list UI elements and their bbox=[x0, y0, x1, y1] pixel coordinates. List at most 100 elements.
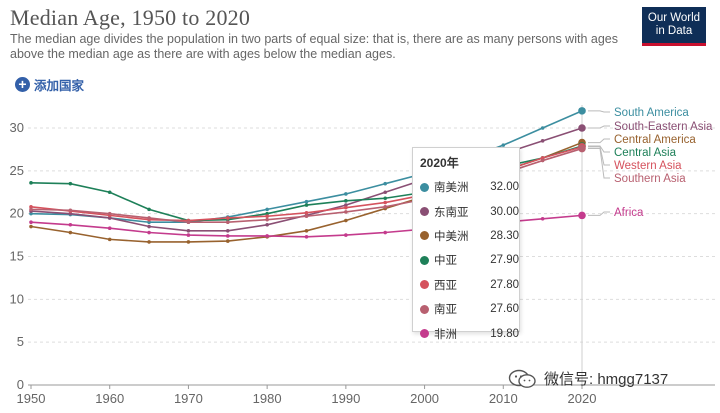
owid-logo[interactable]: Our World in Data bbox=[642, 7, 706, 46]
data-point[interactable] bbox=[344, 233, 348, 237]
data-point[interactable] bbox=[383, 230, 388, 235]
data-point[interactable] bbox=[265, 217, 269, 222]
tooltip-series-value: 32.00 bbox=[490, 181, 519, 194]
chart-subtitle: The median age divides the population in… bbox=[10, 32, 618, 61]
watermark-text: 微信号: hmgg7137 bbox=[544, 371, 669, 388]
data-point[interactable] bbox=[304, 211, 309, 215]
data-point[interactable] bbox=[383, 205, 388, 209]
series-end-label: Central America bbox=[614, 134, 696, 146]
data-point[interactable] bbox=[68, 181, 73, 186]
data-point[interactable] bbox=[304, 214, 309, 219]
x-tick-label: 2010 bbox=[489, 391, 518, 406]
data-point[interactable] bbox=[344, 205, 348, 210]
label-connector bbox=[588, 125, 610, 129]
tooltip-series-value: 28.30 bbox=[490, 229, 519, 242]
data-point[interactable] bbox=[265, 223, 269, 227]
data-point[interactable] bbox=[68, 208, 73, 213]
data-point[interactable] bbox=[383, 190, 388, 195]
data-point[interactable] bbox=[344, 203, 348, 207]
data-point[interactable] bbox=[540, 139, 545, 143]
data-point[interactable] bbox=[265, 207, 269, 212]
data-point[interactable] bbox=[29, 224, 33, 229]
tooltip-series-name: 中亚 bbox=[434, 255, 457, 268]
data-point[interactable] bbox=[383, 196, 388, 201]
data-point[interactable] bbox=[225, 229, 230, 233]
data-point[interactable] bbox=[29, 181, 33, 185]
data-point[interactable] bbox=[304, 229, 309, 233]
data-point[interactable] bbox=[501, 143, 506, 147]
x-tick-label: 1950 bbox=[17, 391, 46, 406]
data-point[interactable] bbox=[225, 216, 230, 220]
data-point[interactable] bbox=[68, 223, 73, 227]
data-point[interactable] bbox=[265, 211, 269, 216]
legend-dot-icon bbox=[420, 182, 429, 192]
data-point[interactable] bbox=[186, 229, 191, 233]
data-point[interactable] bbox=[147, 230, 151, 235]
data-point[interactable] bbox=[186, 233, 191, 237]
data-point[interactable] bbox=[68, 211, 73, 216]
tooltip-series-name: 南亚 bbox=[434, 304, 457, 317]
data-point[interactable] bbox=[225, 239, 230, 243]
data-point[interactable] bbox=[147, 216, 151, 220]
data-point[interactable] bbox=[578, 107, 586, 115]
data-point[interactable] bbox=[225, 234, 230, 238]
data-point[interactable] bbox=[578, 211, 586, 220]
data-point[interactable] bbox=[344, 192, 348, 196]
data-point[interactable] bbox=[107, 237, 112, 242]
data-point[interactable] bbox=[265, 214, 269, 219]
data-point[interactable] bbox=[29, 205, 33, 209]
label-connector bbox=[588, 138, 610, 144]
data-point[interactable] bbox=[147, 224, 151, 229]
data-point[interactable] bbox=[540, 217, 545, 221]
tooltip-row: 南亚 27.60 bbox=[413, 297, 519, 321]
data-point[interactable] bbox=[540, 158, 545, 163]
data-point[interactable] bbox=[540, 156, 545, 160]
data-point[interactable] bbox=[344, 199, 348, 203]
series-end-label: Western Asia bbox=[614, 160, 682, 172]
data-point[interactable] bbox=[29, 211, 33, 216]
data-point[interactable] bbox=[304, 234, 309, 239]
label-connector bbox=[588, 148, 610, 179]
data-point[interactable] bbox=[147, 220, 151, 225]
data-point[interactable] bbox=[344, 218, 348, 223]
data-point[interactable] bbox=[578, 144, 586, 153]
data-point[interactable] bbox=[304, 203, 309, 207]
data-point[interactable] bbox=[186, 220, 191, 225]
data-point[interactable] bbox=[147, 207, 151, 212]
data-point[interactable] bbox=[147, 240, 151, 244]
data-point[interactable] bbox=[68, 230, 73, 235]
legend-dot-icon bbox=[420, 207, 429, 217]
data-point[interactable] bbox=[265, 234, 269, 238]
data-point[interactable] bbox=[29, 207, 33, 212]
data-point[interactable] bbox=[107, 226, 112, 231]
data-point[interactable] bbox=[383, 200, 388, 205]
data-point[interactable] bbox=[107, 190, 112, 195]
data-point[interactable] bbox=[304, 199, 309, 204]
y-tick-label: 0 bbox=[17, 377, 24, 392]
data-point[interactable] bbox=[344, 210, 348, 214]
x-tick-label: 1980 bbox=[253, 391, 282, 406]
add-country-button[interactable]: + 添加国家 bbox=[15, 75, 84, 94]
legend-dot-icon bbox=[420, 280, 429, 290]
legend-dot-icon bbox=[420, 255, 429, 265]
logo-line-2: in Data bbox=[655, 25, 693, 37]
data-point[interactable] bbox=[383, 181, 388, 186]
tooltip-series-name: 南美洲 bbox=[434, 182, 469, 195]
data-point[interactable] bbox=[186, 240, 191, 244]
data-point[interactable] bbox=[29, 220, 33, 225]
data-point[interactable] bbox=[540, 126, 545, 130]
tooltip-row: 西亚 27.80 bbox=[413, 273, 519, 297]
data-point[interactable] bbox=[107, 211, 112, 216]
x-tick-label: 2020 bbox=[568, 391, 597, 406]
y-tick-label: 10 bbox=[10, 291, 24, 306]
x-tick-label: 1990 bbox=[331, 391, 360, 406]
data-point[interactable] bbox=[225, 220, 230, 225]
data-point[interactable] bbox=[107, 216, 112, 220]
y-tick-label: 30 bbox=[10, 120, 24, 135]
label-connector bbox=[588, 211, 610, 216]
series-end-label: Africa bbox=[614, 207, 644, 219]
legend-dot-icon bbox=[420, 329, 429, 339]
data-point[interactable] bbox=[578, 124, 586, 132]
tooltip-series-value: 19.80 bbox=[490, 327, 519, 340]
